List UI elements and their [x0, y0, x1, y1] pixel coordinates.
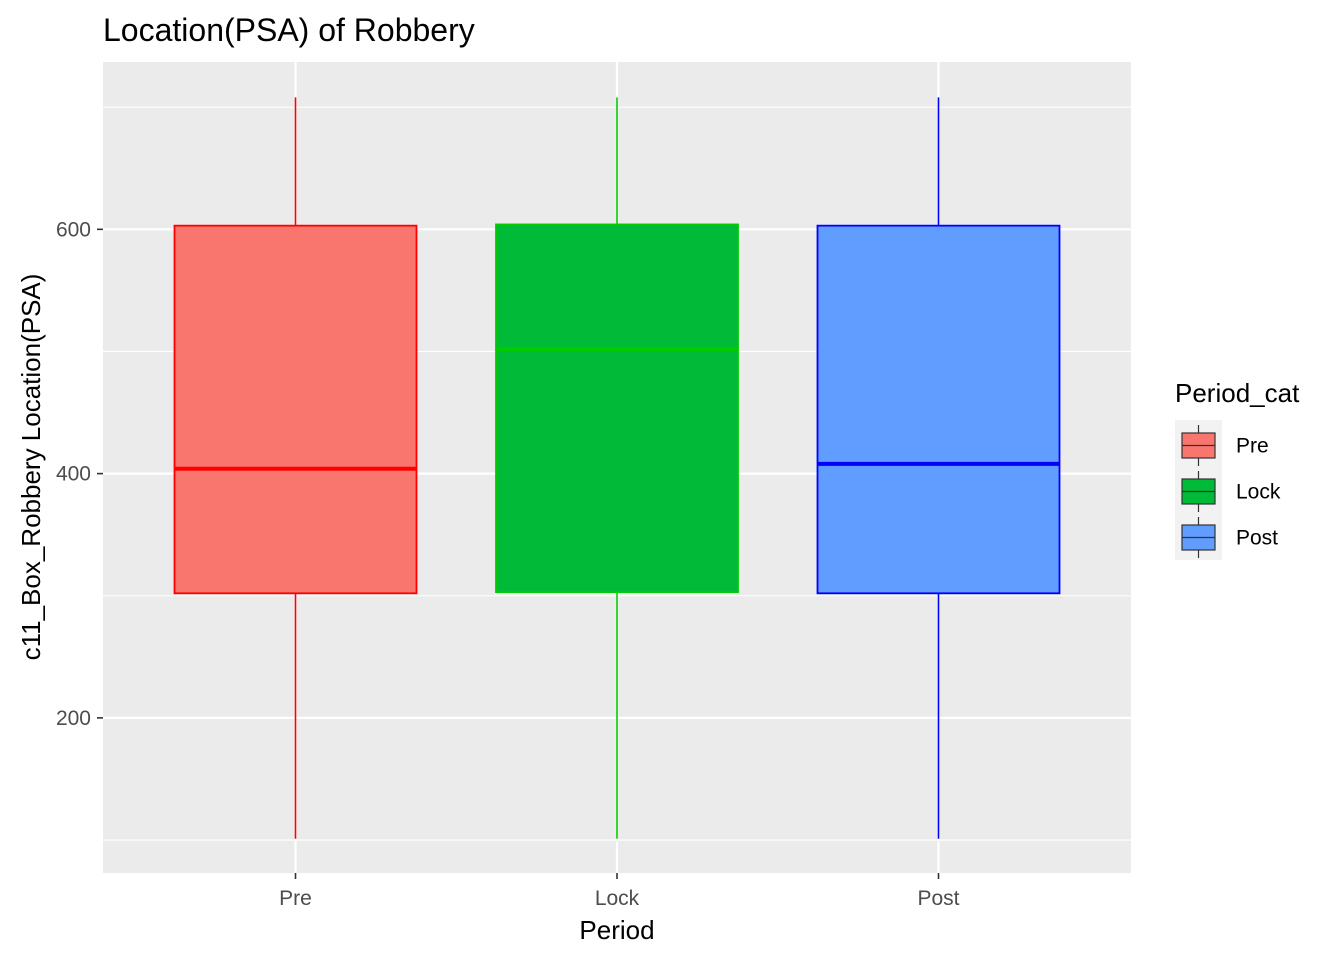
x-tick-label: Post [917, 887, 959, 910]
y-tick-label: 200 [56, 707, 91, 730]
x-axis: Pre Lock Post [279, 873, 960, 910]
legend-item-post: Post [1181, 517, 1278, 558]
y-tick-label: 600 [56, 218, 91, 241]
y-axis: 200 400 600 [56, 218, 103, 730]
box-post [816, 97, 1061, 839]
box-iqr [816, 224, 1061, 595]
legend: Period_cat Pre Lock Post [1175, 378, 1300, 560]
legend-item-pre: Pre [1181, 425, 1269, 466]
y-tick-label: 400 [56, 463, 91, 486]
x-axis-title: Period [579, 915, 654, 945]
legend-label: Lock [1236, 481, 1281, 504]
x-tick-label: Lock [595, 887, 640, 910]
legend-label: Post [1236, 527, 1278, 550]
legend-title: Period_cat [1175, 378, 1300, 408]
y-axis-title: c11_Box_Robbery Location(PSA) [16, 274, 46, 661]
box-layer [173, 97, 1061, 839]
x-tick-label: Pre [279, 887, 312, 910]
box-iqr [495, 223, 739, 593]
box-pre [173, 97, 418, 839]
box-iqr [173, 224, 418, 595]
legend-label: Pre [1236, 435, 1269, 458]
box-lock [495, 97, 739, 839]
chart-title: Location(PSA) of Robbery [103, 12, 475, 48]
legend-item-lock: Lock [1181, 471, 1281, 512]
